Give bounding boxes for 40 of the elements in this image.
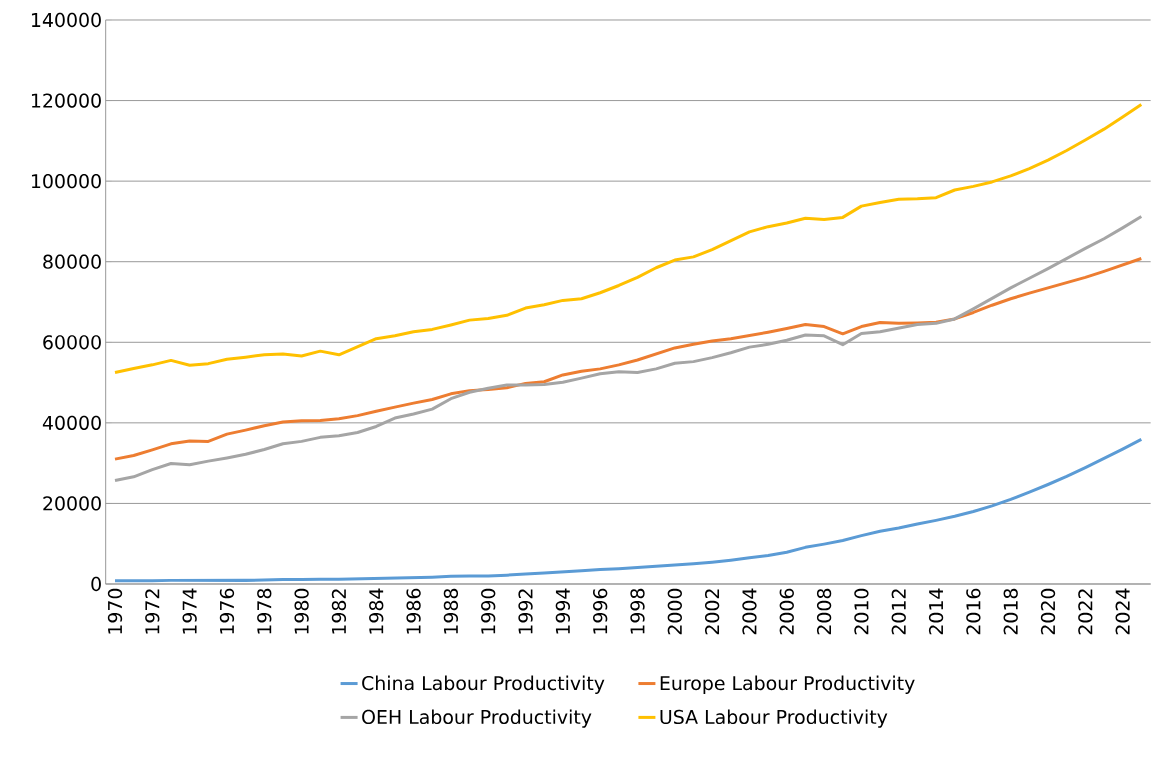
x-tick-label: 2020 <box>1040 588 1056 635</box>
x-tick-label: 1976 <box>219 588 235 634</box>
x-tick-label: 1990 <box>481 588 496 634</box>
x-tick-label: 2024 <box>1115 588 1130 635</box>
x-tick-label: 1982 <box>331 589 347 634</box>
y-tick-label: 60000 <box>43 335 101 350</box>
x-tick-label: 1980 <box>294 588 309 634</box>
x-tick-label: 1986 <box>406 588 421 634</box>
x-tick-label: 1970 <box>107 588 123 634</box>
x-tick-label: 1974 <box>182 588 197 634</box>
x-tick-label: 2000 <box>667 588 682 635</box>
legend-label: OEH Labour Productivity <box>362 709 592 728</box>
x-tick-label: 1988 <box>443 588 459 634</box>
x-tick-label: 2004 <box>742 588 757 635</box>
legend-label: China Labour Productivity <box>362 675 605 694</box>
y-tick-label: 0 <box>91 576 101 592</box>
x-tick-label: 2012 <box>891 589 906 635</box>
x-tick-label: 1972 <box>145 589 160 634</box>
x-tick-label: 2022 <box>1078 589 1093 635</box>
x-tick-label: 2014 <box>928 588 944 635</box>
y-tick-label: 40000 <box>42 415 101 431</box>
x-tick-label: 1998 <box>630 588 645 634</box>
y-tick-label: 80000 <box>43 254 101 269</box>
y-tick-label: 120000 <box>31 93 101 108</box>
x-tick-label: 1996 <box>593 588 608 634</box>
x-tick-label: 2010 <box>854 588 869 635</box>
x-tick-label: 2006 <box>779 588 794 635</box>
y-tick-label: 20000 <box>43 496 101 511</box>
x-tick-label: 2002 <box>704 589 720 635</box>
x-tick-label: 2018 <box>1003 588 1018 635</box>
x-tick-label: 1984 <box>369 588 384 634</box>
y-tick-label: 140000 <box>31 12 101 28</box>
y-tick-label: 100000 <box>31 173 101 189</box>
x-tick-label: 1992 <box>518 589 533 634</box>
x-tick-label: 1994 <box>555 588 571 634</box>
x-tick-label: 1978 <box>257 588 272 634</box>
x-tick-label: 2016 <box>966 588 981 635</box>
x-tick-label: 2008 <box>816 588 832 635</box>
legend-label: Europe Labour Productivity <box>660 675 915 694</box>
legend-label: USA Labour Productivity <box>660 709 888 728</box>
